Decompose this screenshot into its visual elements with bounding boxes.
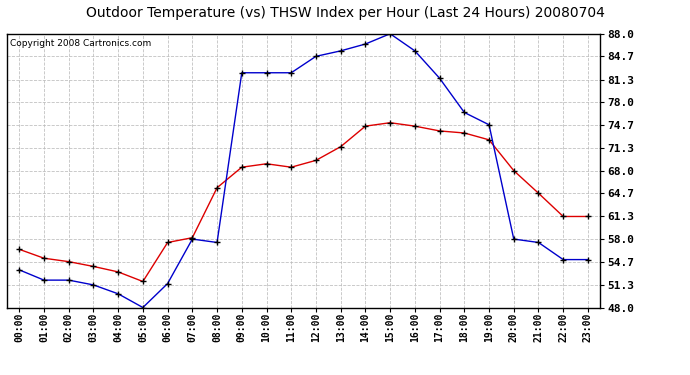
Text: Outdoor Temperature (vs) THSW Index per Hour (Last 24 Hours) 20080704: Outdoor Temperature (vs) THSW Index per … xyxy=(86,6,604,20)
Text: Copyright 2008 Cartronics.com: Copyright 2008 Cartronics.com xyxy=(10,39,151,48)
